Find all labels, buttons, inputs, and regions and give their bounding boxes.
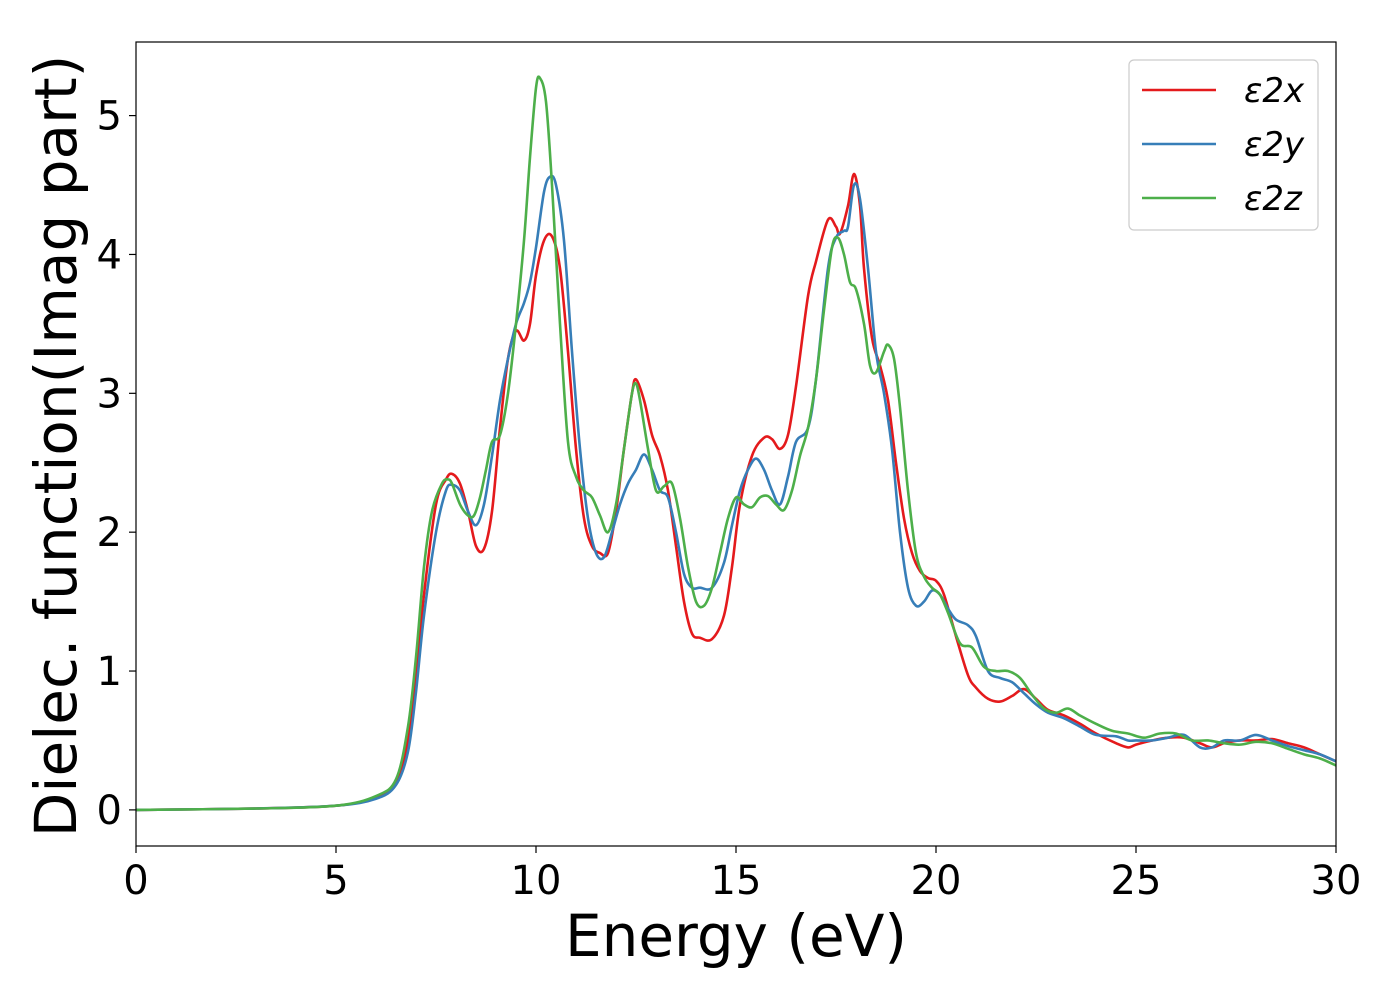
- legend: ε2x ε2y ε2z: [1128, 59, 1319, 231]
- series-layer: [135, 75, 1337, 812]
- x-tick-label: 0: [123, 858, 148, 904]
- y-tick-label: 2: [97, 510, 122, 556]
- y-tick-label: 5: [97, 94, 122, 140]
- y-tick-label: 4: [97, 232, 122, 278]
- x-tick-label: 15: [711, 858, 762, 904]
- series-line-z: [135, 75, 1337, 812]
- x-axis-label: Energy (eV): [565, 902, 907, 970]
- legend-label: ε2x: [1244, 71, 1305, 111]
- y-tick-label: 1: [97, 649, 122, 695]
- series-line-y: [135, 174, 1337, 812]
- x-tick-label: 30: [1311, 858, 1362, 904]
- x-tick-label: 5: [323, 858, 348, 904]
- series-line-x: [135, 172, 1337, 812]
- y-axis-label: Dielec. function(Imag part): [22, 55, 90, 838]
- y-tick-label: 0: [97, 788, 122, 834]
- x-tick-label: 25: [1111, 858, 1162, 904]
- plot-frame: [135, 41, 1337, 847]
- y-tick-label: 3: [97, 371, 122, 417]
- ticks-layer: 0 5 10 15 20 25 30 0 1 2 3 4 5: [97, 94, 1362, 904]
- x-tick-label: 10: [511, 858, 562, 904]
- legend-label: ε2z: [1244, 179, 1303, 219]
- x-tick-label: 20: [911, 858, 962, 904]
- legend-label: ε2y: [1244, 125, 1305, 165]
- legend-box: [1128, 59, 1319, 231]
